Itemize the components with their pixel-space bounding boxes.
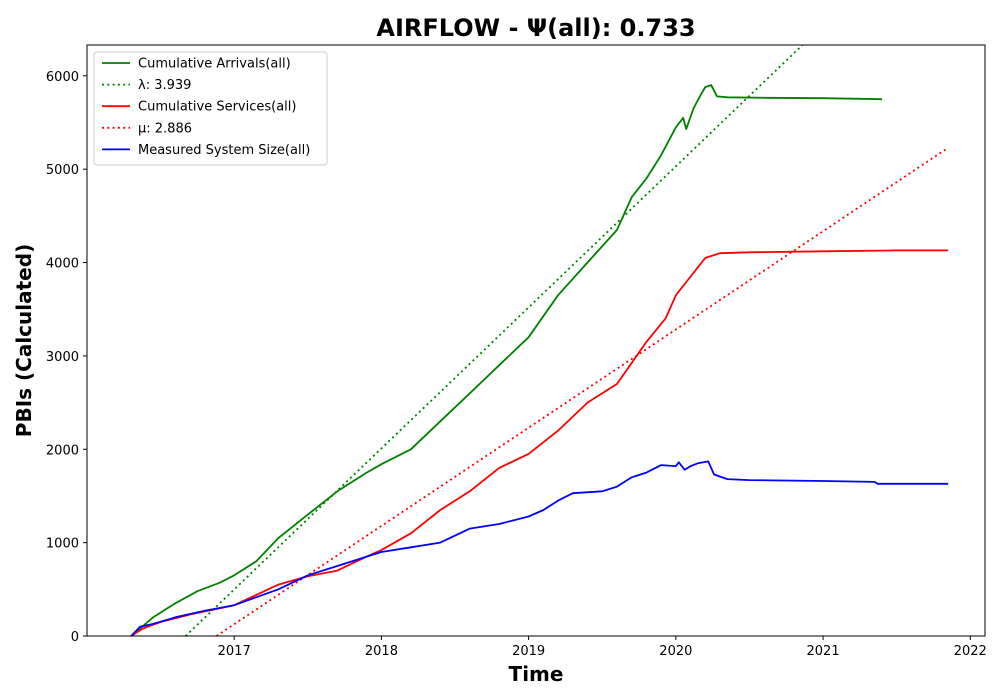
y-tick-label: 5000 [46,163,79,178]
y-tick-label: 3000 [46,350,79,365]
legend: Cumulative Arrivals(all) λ: 3.939 Cumulati… [93,51,328,166]
series-line-1 [130,84,883,636]
y-axis-title: PBIs (Calculated) [12,244,36,437]
legend-box [93,51,328,166]
y-tick-label: 2000 [46,443,79,458]
chart-title: AIRFLOW - Ψ(all): 0.733 [376,14,695,42]
series-line-3 [130,249,949,636]
y-axis: 0 1000 2000 3000 4000 5000 6000 [46,70,87,645]
series-line-5 [130,460,949,636]
x-tick-label: 2022 [954,644,987,659]
y-tick-label: 6000 [46,70,79,85]
x-axis-title: Time [509,662,564,686]
legend-label: μ: 2.886 [138,121,192,136]
x-axis: 2017 2018 2019 2020 2021 2022 [218,636,987,659]
legend-label: Measured System Size(all) [138,143,310,158]
legend-label: Cumulative Services(all) [138,100,296,115]
x-tick-label: 2021 [807,644,840,659]
plot-frame [86,44,986,637]
series-line-2 [184,45,804,636]
y-tick-label: 0 [71,630,79,645]
legend-label: λ: 3.939 [138,78,191,93]
series-line-4 [216,146,949,636]
y-tick-label: 4000 [46,257,79,272]
x-tick-label: 2018 [365,644,398,659]
x-tick-label: 2017 [218,644,251,659]
x-tick-label: 2019 [512,644,545,659]
legend-label: Cumulative Arrivals(all) [138,57,291,72]
x-tick-label: 2020 [659,644,692,659]
y-tick-label: 1000 [46,537,79,552]
plot-area [130,45,949,636]
